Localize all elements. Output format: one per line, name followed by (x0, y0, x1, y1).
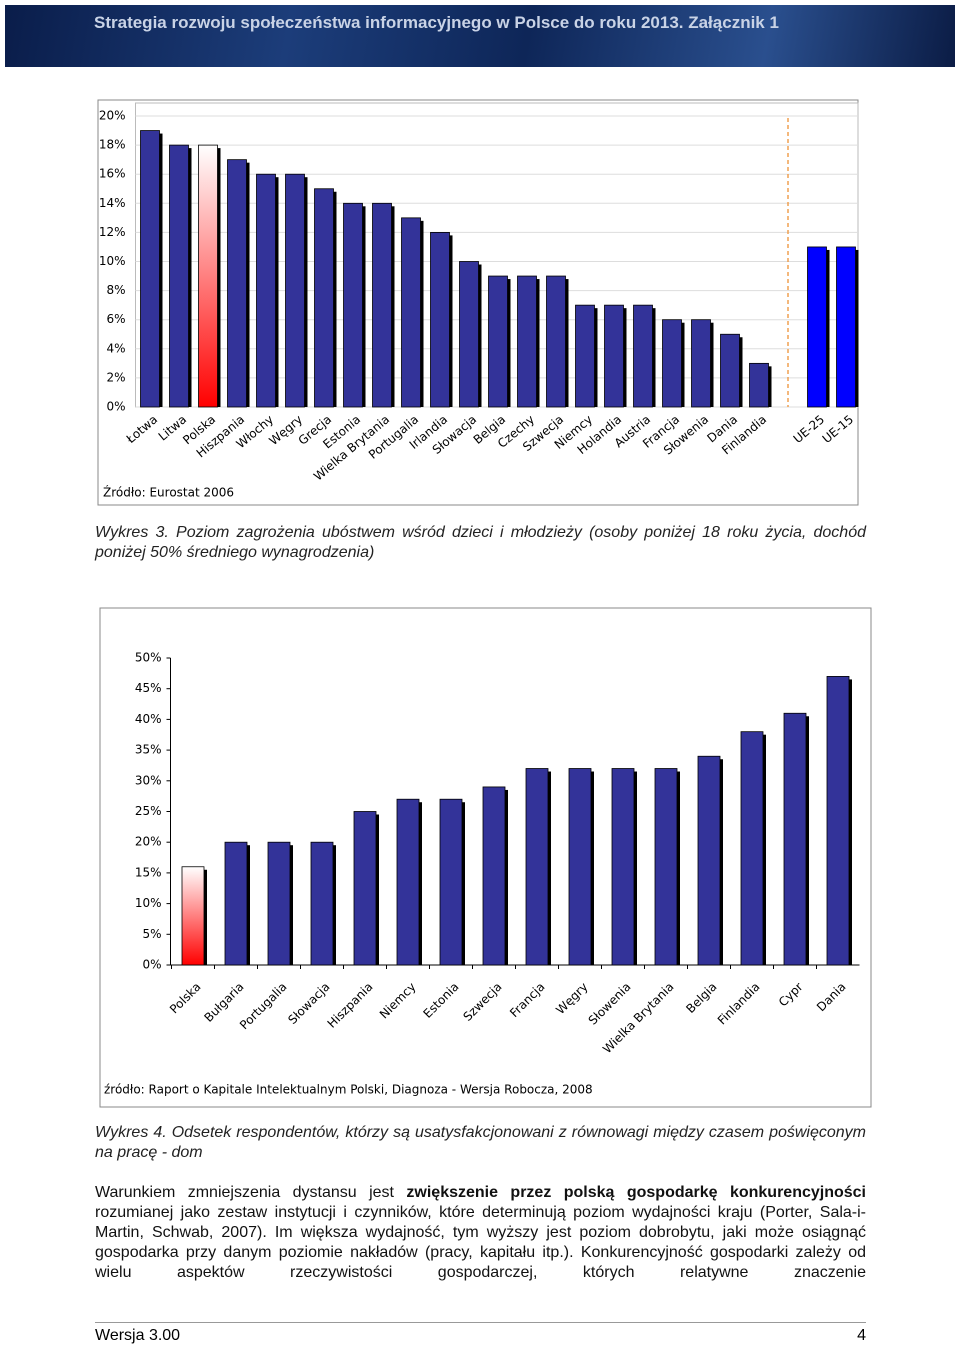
y-tick-label: 40% (135, 712, 162, 726)
x-tick-label: Niemcy (377, 980, 419, 1022)
bar (826, 676, 850, 966)
bar (224, 841, 248, 966)
bar (459, 261, 479, 408)
bar (372, 202, 392, 408)
caption: Wykres 4. Odsetek respondentów, którzy s… (95, 1124, 866, 1161)
bar (546, 275, 566, 408)
x-tick-label: Hiszpania (325, 980, 376, 1031)
bar (430, 231, 450, 408)
chart-frame (99, 607, 872, 1108)
bar (720, 333, 740, 408)
bar (807, 246, 827, 408)
bar (691, 319, 711, 408)
paragraph: Warunkiem zmniejszenia dystansu jest zwi… (95, 1183, 866, 1283)
bar (198, 144, 218, 408)
bar (517, 275, 537, 408)
bar (749, 362, 769, 408)
bar (836, 246, 856, 408)
y-tick-label: 12% (99, 225, 126, 239)
caption: Wykres 3. Poziom zagrożenia ubóstwem wśr… (95, 524, 866, 561)
header: Strategia rozwoju społeczeństwa informac… (5, 5, 955, 67)
bar (267, 841, 291, 966)
bar (314, 188, 334, 408)
x-tick-label: Łotwa (123, 412, 160, 446)
x-tick-label: Belgia (683, 980, 719, 1016)
y-tick-label: 4% (106, 341, 125, 355)
y-tick-label: 16% (99, 167, 126, 181)
y-tick-label: 6% (106, 312, 125, 326)
bar (697, 755, 721, 966)
source: źródło: Raport o Kapitale Intelektualnym… (104, 1083, 593, 1097)
bar (310, 841, 334, 966)
y-tick-label: 20% (99, 109, 126, 123)
bar (568, 768, 592, 966)
x-tick-label: Szwecja (460, 980, 504, 1024)
bar (654, 768, 678, 966)
bar (662, 319, 682, 408)
x-tick-label: Portugalia (237, 980, 290, 1033)
bar (396, 798, 420, 966)
x-tick-label: Dania (814, 980, 849, 1015)
y-tick-label: 45% (135, 681, 162, 695)
footer: Wersja 3.00 4 (95, 1322, 866, 1345)
y-tick-label: 5% (142, 927, 161, 941)
bar (343, 202, 363, 408)
bar (740, 731, 764, 966)
y-tick-label: 14% (99, 196, 126, 210)
bar (285, 173, 305, 408)
x-tick-label: UE-25 (791, 412, 828, 446)
bar (169, 144, 189, 408)
x-tick-label: Bułgaria (201, 980, 246, 1025)
bar (227, 159, 247, 408)
y-tick-label: 0% (106, 400, 125, 414)
y-tick-label: 20% (135, 835, 162, 849)
page-number: 4 (857, 1327, 866, 1344)
bar (256, 173, 276, 408)
bar (525, 768, 549, 966)
x-tick-label: Cypr (776, 980, 806, 1010)
text-bold: zwiększenie przez polską gospodarkę konk… (406, 1184, 866, 1201)
y-tick-label: 15% (135, 865, 162, 879)
header-title: Strategia rozwoju społeczeństwa informac… (94, 13, 779, 32)
bar (401, 217, 421, 408)
y-tick-label: 10% (99, 254, 126, 268)
bar (353, 811, 377, 966)
y-tick-label: 35% (135, 743, 162, 757)
source: Źródło: Eurostat 2006 (103, 485, 234, 500)
bar (439, 798, 463, 966)
bar (181, 866, 205, 966)
y-tick-label: 0% (142, 958, 161, 972)
bar (482, 786, 506, 966)
bar (140, 130, 160, 408)
bar (611, 768, 635, 966)
x-tick-label: Finlandia (715, 980, 763, 1028)
x-tick-label: UE-15 (820, 412, 857, 446)
y-tick-label: 25% (135, 804, 162, 818)
bar (575, 304, 595, 408)
y-tick-label: 10% (135, 896, 162, 910)
bar (604, 304, 624, 408)
y-tick-label: 8% (106, 283, 125, 297)
y-tick-label: 50% (135, 651, 162, 665)
version: Wersja 3.00 (95, 1327, 181, 1344)
y-tick-label: 2% (106, 370, 125, 384)
x-tick-label: Francja (507, 980, 547, 1020)
bar (488, 275, 508, 408)
x-tick-label: Węgry (553, 980, 590, 1017)
x-tick-label: Polska (167, 980, 204, 1017)
y-tick-label: 18% (99, 138, 126, 152)
x-tick-label: Estonia (420, 980, 461, 1021)
bar (633, 304, 653, 408)
y-tick-label: 30% (135, 773, 162, 787)
text: Warunkiem zmniejszenia dystansu jest (95, 1184, 407, 1201)
text: rozumianej jako zestaw instytucji i czyn… (95, 1204, 866, 1281)
bar (783, 712, 807, 966)
